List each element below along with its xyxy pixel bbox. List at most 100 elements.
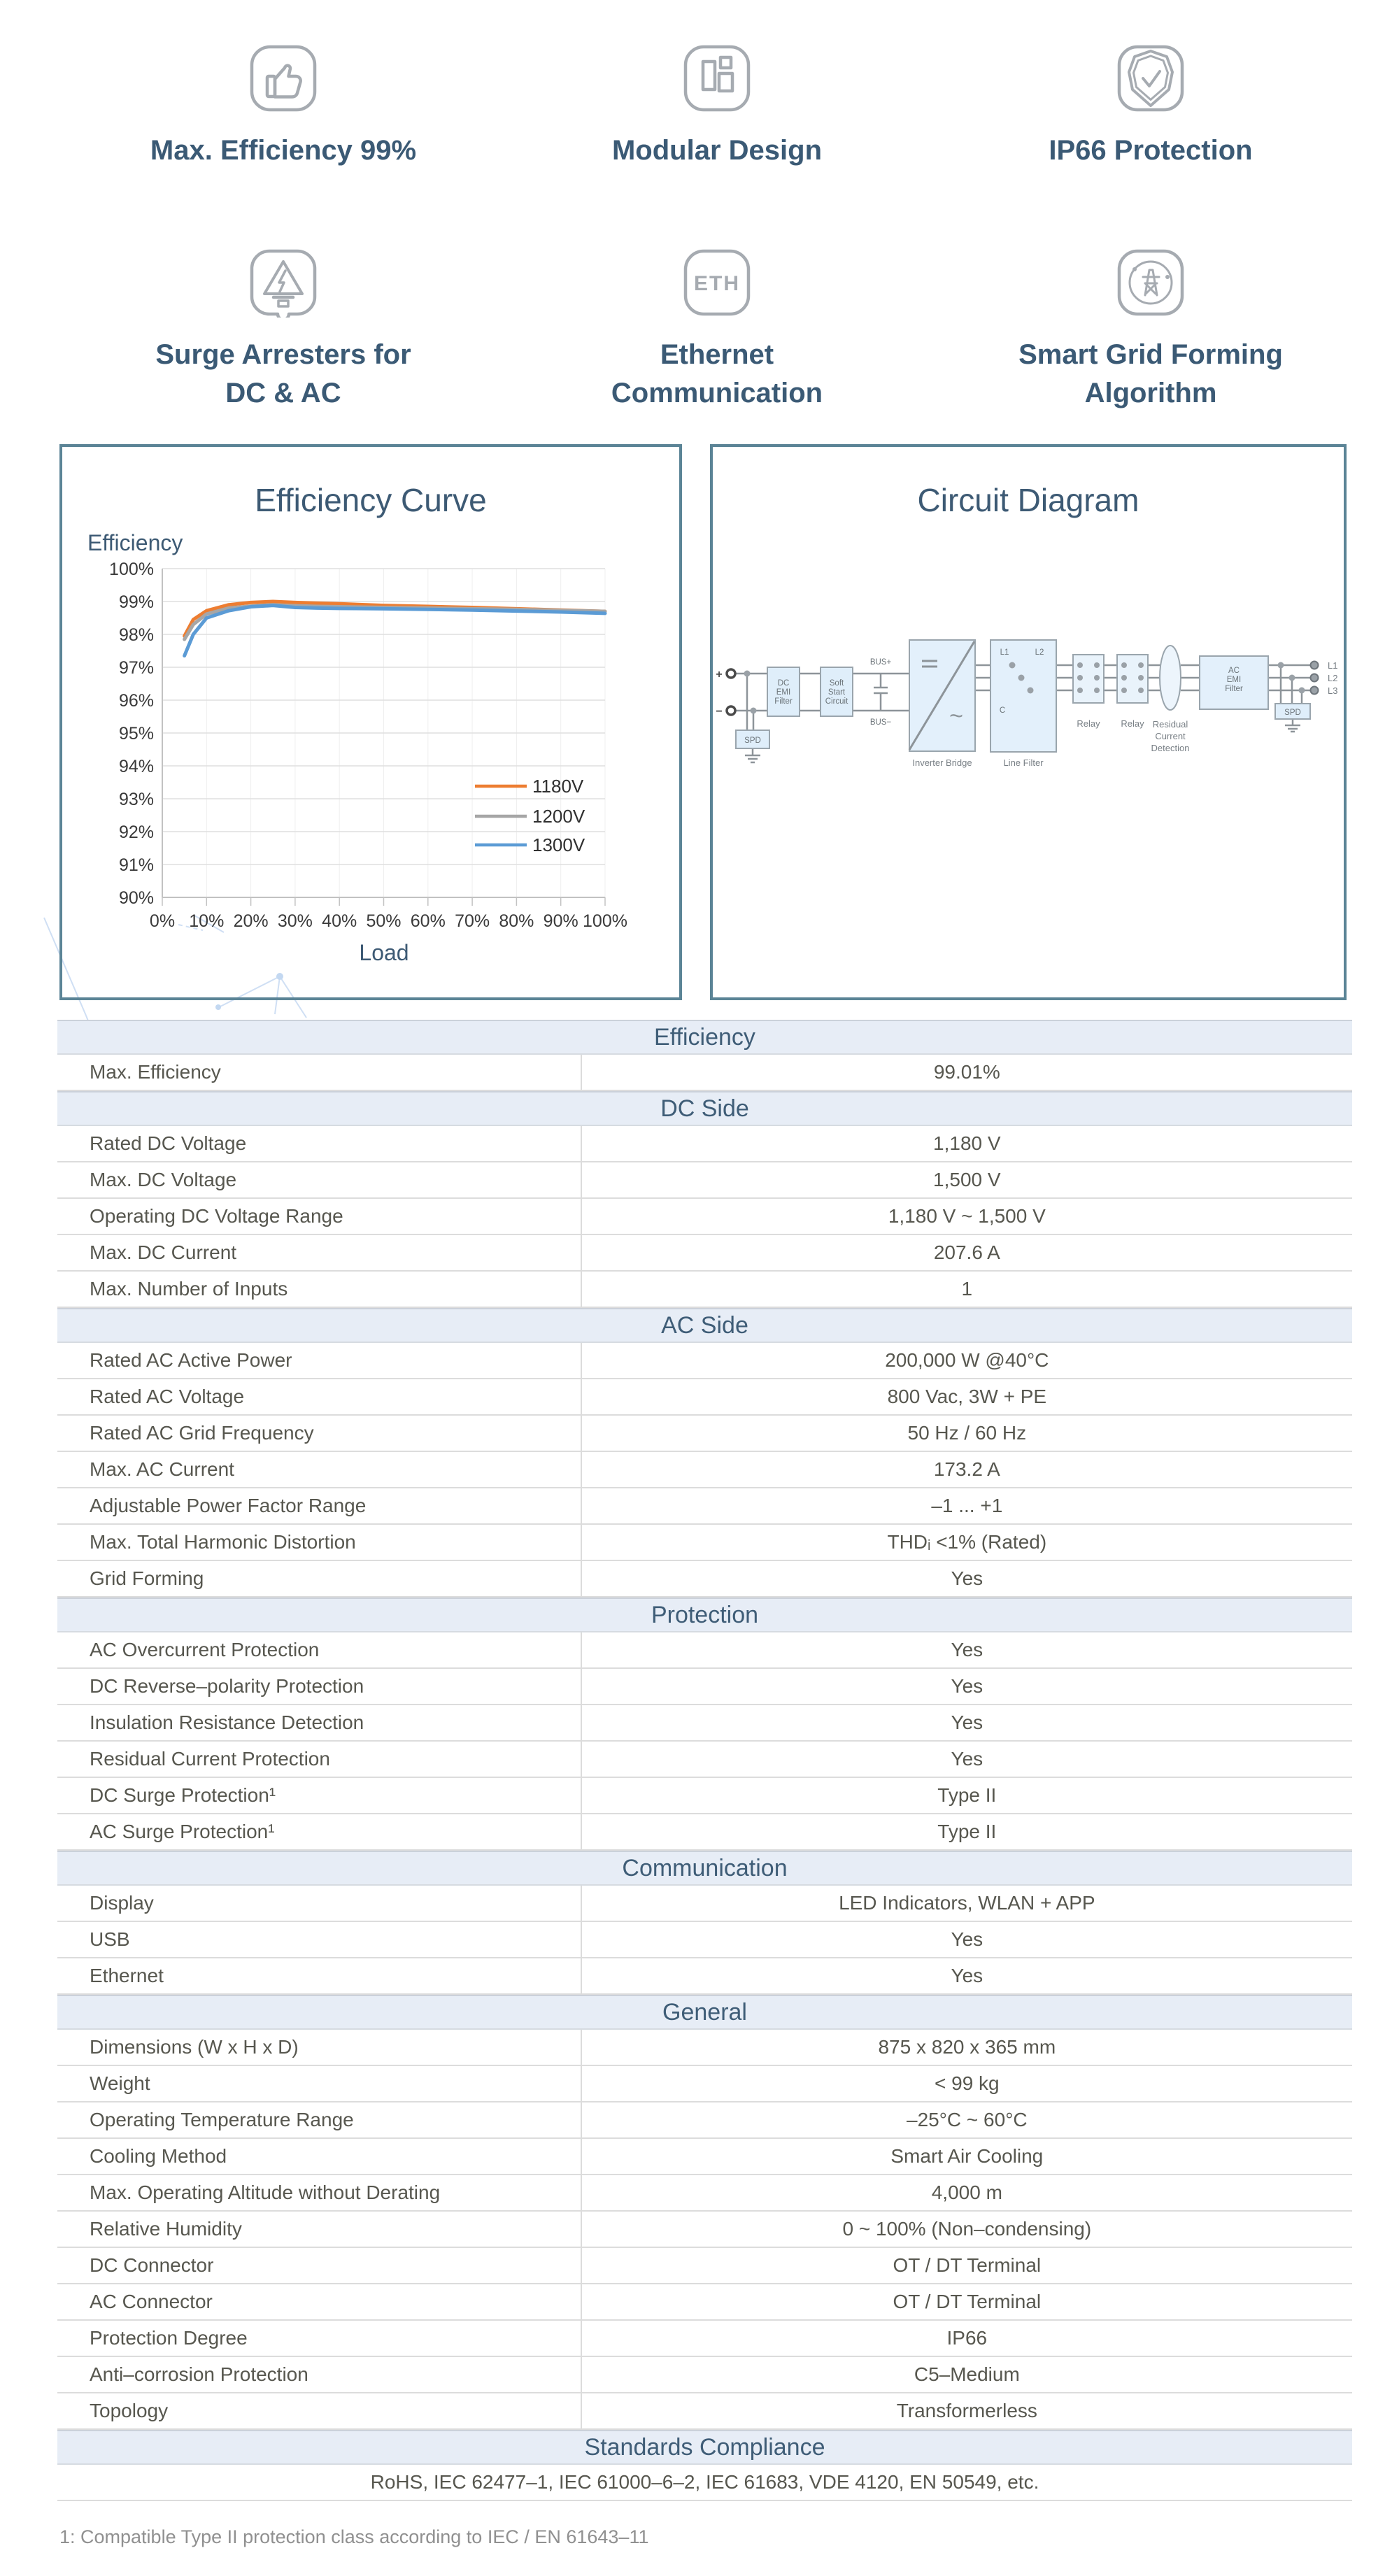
feature-label-line: Smart Grid Forming [1018, 339, 1283, 370]
spec-value: 800 Vac, 3W + PE [887, 1386, 1047, 1407]
feature-row-1: Max. Efficiency 99% Modular Design [66, 43, 1368, 170]
spec-label: Ethernet [57, 1958, 582, 1993]
spec-value: 173.2 A [933, 1458, 1000, 1480]
table-row: Rated AC Voltage 800 Vac, 3W + PE [57, 1379, 1352, 1416]
table-row: Max. Operating Altitude without Derating… [57, 2175, 1352, 2212]
x-tick-label: 10% [189, 911, 224, 931]
feature-ip66: IP66 Protection [934, 43, 1368, 170]
spec-value: 1 [961, 1278, 973, 1300]
grid-forming-icon [1116, 248, 1186, 318]
table-row: Ethernet Yes [57, 1958, 1352, 1995]
spec-label: Adjustable Power Factor Range [57, 1488, 582, 1523]
x-tick-label: 50% [366, 911, 401, 931]
spec-label: Max. Operating Altitude without Derating [57, 2175, 582, 2210]
spec-label: Dimensions (W x H x D) [57, 2030, 582, 2065]
spec-value: –1 ... +1 [931, 1495, 1003, 1516]
spec-value: Type II [937, 1784, 997, 1806]
soft-start-label: Soft [830, 679, 844, 688]
y-tick-label: 94% [119, 757, 154, 776]
x-tick-label: 40% [322, 911, 357, 931]
svg-text:Start: Start [828, 688, 846, 697]
feature-label: Max. Efficiency 99% [150, 131, 416, 170]
table-row: Operating DC Voltage Range 1,180 V ~ 1,50… [57, 1199, 1352, 1235]
x-tick-label: 70% [455, 911, 490, 931]
spec-value: –25°C ~ 60°C [907, 2109, 1028, 2130]
table-row: AC Overcurrent Protection Yes [57, 1632, 1352, 1669]
circuit-diagram: Circuit Diagram [716, 482, 1337, 768]
spec-value: Yes [951, 1675, 983, 1697]
circuit-title: Circuit Diagram [918, 482, 1139, 518]
modular-design-icon [682, 43, 752, 113]
y-tick-label: 91% [119, 855, 154, 875]
x-tick-label: 60% [411, 911, 446, 931]
inverter-bridge-label: Inverter Bridge [912, 757, 972, 768]
y-tick-label: 99% [119, 592, 154, 612]
feature-grid-forming: Smart Grid Forming Algorithm [934, 248, 1368, 413]
l1-inductor-label: L1 [1000, 648, 1009, 657]
chart-x-axis-label: Load [359, 940, 409, 965]
feature-ethernet: ETH Ethernet Communication [500, 248, 934, 413]
spec-value: Type II [937, 1821, 997, 1842]
table-row: Adjustable Power Factor Range –1 ... +1 [57, 1488, 1352, 1525]
spec-label: DC Surge Protection¹ [57, 1778, 582, 1813]
spec-label: AC Surge Protection¹ [57, 1814, 582, 1849]
x-tick-label: 20% [234, 911, 269, 931]
spec-label: USB [57, 1922, 582, 1957]
spec-value: OT / DT Terminal [893, 2254, 1042, 2276]
table-row: Residual Current Protection Yes [57, 1742, 1352, 1778]
spec-full-value: RoHS, IEC 62477–1, IEC 61000–6–2, IEC 61… [370, 2471, 1039, 2493]
spec-label: DC Connector [57, 2248, 582, 2283]
spec-value: 207.6 A [933, 1241, 1000, 1263]
spec-value: 50 Hz / 60 Hz [907, 1422, 1027, 1444]
circuit-labels: + − DC EMI Filter Soft Start Circuit BUS… [716, 648, 1337, 768]
spec-label: Rated DC Voltage [57, 1126, 582, 1161]
table-row: Dimensions (W x H x D) 875 x 820 x 365 mm [57, 2030, 1352, 2066]
thumbs-up-icon [248, 43, 318, 113]
feature-modular-design: Modular Design [500, 43, 934, 170]
y-tick-label: 97% [119, 658, 154, 678]
feature-max-efficiency: Max. Efficiency 99% [66, 43, 500, 170]
table-row: Max. DC Voltage 1,500 V [57, 1162, 1352, 1199]
chart-y-axis-label: Efficiency [87, 530, 183, 555]
table-row: AC Connector OT / DT Terminal [57, 2284, 1352, 2321]
section-header-efficiency: Efficiency [57, 1020, 1352, 1055]
section-header-dc-side: DC Side [57, 1091, 1352, 1126]
spd-right-label: SPD [1284, 709, 1301, 717]
specification-table: Efficiency Max. Efficiency 99.01% DC Side Ra… [57, 1020, 1352, 2501]
feature-label: Modular Design [612, 131, 822, 170]
y-tick-label: 92% [119, 823, 154, 842]
spec-value: Yes [951, 1712, 983, 1733]
efficiency-curve-chart: Efficiency Curve Efficiency 0% 10% 20% 30% 4… [87, 482, 627, 965]
dc-plus-label: + [716, 669, 722, 681]
junction-dots [744, 662, 1305, 714]
chart-title: Efficiency Curve [255, 482, 487, 518]
table-row: Rated AC Grid Frequency 50 Hz / 60 Hz [57, 1416, 1352, 1452]
bus-plus-label: BUS+ [870, 658, 892, 667]
spec-label: Max. Number of Inputs [57, 1272, 582, 1307]
output-l1-label: L1 [1328, 660, 1337, 671]
spec-value: LED Indicators, WLAN + APP [839, 1892, 1095, 1914]
svg-text:Filter: Filter [1225, 685, 1243, 693]
y-tick-label: 100% [109, 560, 154, 579]
feature-label-line: Modular Design [611, 135, 823, 166]
inverter-symbol [908, 641, 976, 750]
spec-label: Cooling Method [57, 2139, 582, 2174]
legend-label-1180V: 1180V [532, 776, 584, 797]
series-line-1300V [183, 604, 607, 658]
line-filter-label: Line Filter [1003, 757, 1044, 768]
svg-text:EMI: EMI [776, 688, 790, 697]
table-row: USB Yes [57, 1922, 1352, 1958]
relay-1-label: Relay [1077, 718, 1100, 729]
table-row: Protection Degree IP66 [57, 2321, 1352, 2357]
spec-value: Smart Air Cooling [890, 2145, 1044, 2167]
x-tick-label: 80% [499, 911, 534, 931]
footnote: 1: Compatible Type II protection class a… [59, 2526, 649, 2547]
svg-text:Filter: Filter [774, 697, 793, 706]
spec-value: 0 ~ 100% (Non–condensing) [842, 2218, 1092, 2240]
table-row: AC Surge Protection¹ Type II [57, 1814, 1352, 1851]
relay-2-label: Relay [1121, 718, 1144, 729]
spec-label: AC Overcurrent Protection [57, 1632, 582, 1667]
spec-label: Max. Efficiency [57, 1055, 582, 1090]
spec-label: Operating Temperature Range [57, 2102, 582, 2137]
section-header-protection: Protection [57, 1597, 1352, 1632]
